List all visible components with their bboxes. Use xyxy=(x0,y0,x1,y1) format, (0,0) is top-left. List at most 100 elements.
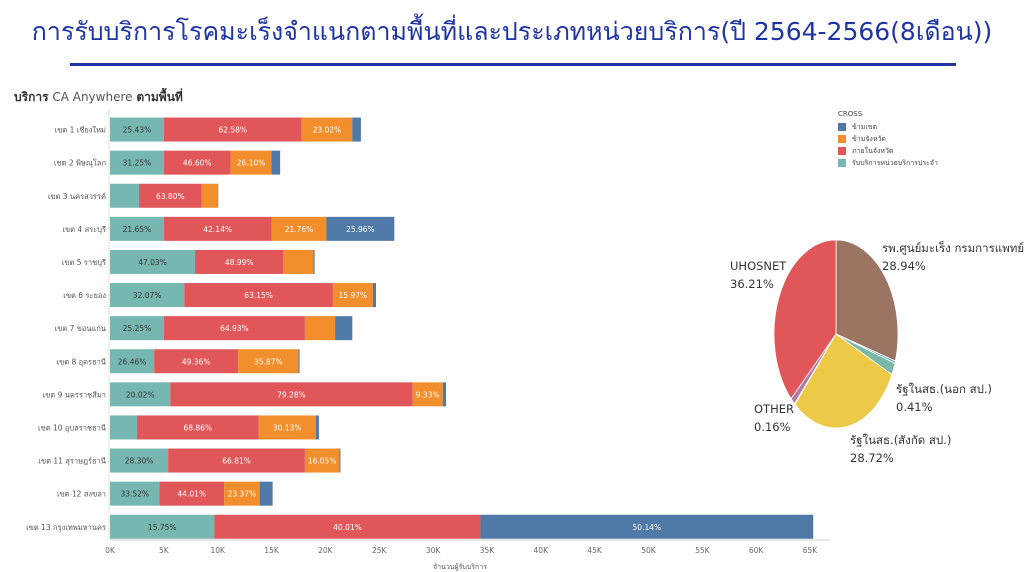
x-tick-label: 55K xyxy=(695,546,711,555)
chart-heading-bold: บริการ xyxy=(14,90,49,104)
bar-segment xyxy=(283,249,314,274)
data-label: 68.86% xyxy=(183,423,212,432)
data-label: 50.14% xyxy=(633,523,662,532)
category-label: เขต 2 พิษณุโลก xyxy=(54,159,106,168)
legend-swatch xyxy=(838,147,846,155)
bar-segment xyxy=(168,448,305,473)
category-label: เขต 6 ระยอง xyxy=(63,291,106,300)
pie-slice-name: รพ.ศูนย์มะเร็ง กรมการแพทย์ xyxy=(882,240,1024,255)
legend-swatch xyxy=(838,123,846,131)
pie-slice-percent: 28.72% xyxy=(850,451,894,465)
data-label: 62.58% xyxy=(218,126,247,135)
bar-segment xyxy=(110,316,164,341)
bar-segment xyxy=(230,150,272,175)
bar-segment xyxy=(442,382,446,407)
legend-item: ภายในจังหวัด xyxy=(838,145,988,157)
bar-segment xyxy=(159,481,225,506)
x-tick-label: 10K xyxy=(210,546,226,555)
legend-items: ข้ามเขต ข้ามจังหวัด ภายในจังหวัดรับบริการห… xyxy=(838,121,988,169)
x-tick-label: 20K xyxy=(318,546,334,555)
data-label: 40.01% xyxy=(333,523,362,532)
bar-segment xyxy=(352,117,361,142)
data-label: 21.65% xyxy=(123,225,152,234)
legend-label: ภายในจังหวัด xyxy=(852,146,894,155)
x-tick-label: 15K xyxy=(264,546,280,555)
bar-segment xyxy=(298,349,300,374)
bar-segment xyxy=(110,283,185,308)
category-label: เขต 4 สระบุรี xyxy=(62,225,106,234)
legend-item: รับบริการหน่วยบริการประจำ xyxy=(838,157,988,169)
bar-segment xyxy=(110,150,164,175)
bar-segment xyxy=(339,448,341,473)
bar-segment xyxy=(110,117,164,142)
x-tick-label: 60K xyxy=(749,546,765,555)
data-label: 15.97% xyxy=(339,291,368,300)
data-label: 25.43% xyxy=(123,126,152,135)
legend-title: CROSS xyxy=(838,110,863,118)
x-tick-label: 35K xyxy=(480,546,496,555)
bar-segment xyxy=(217,183,219,208)
page-title: การรับบริการโรคมะเร็งจำแนกตามพื้นที่และป… xyxy=(31,17,993,46)
data-label: 16.05% xyxy=(308,457,337,466)
x-tick-label: 50K xyxy=(641,546,657,555)
data-label: 31.25% xyxy=(123,159,152,168)
category-label: เขต 11 สุราษฎร์ธานี xyxy=(38,457,106,466)
bar-segment xyxy=(170,382,413,407)
data-label: 23.02% xyxy=(313,126,342,135)
category-label: เขต 10 อุบลราชธานี xyxy=(38,423,106,432)
legend-item: ข้ามจังหวัด xyxy=(838,133,988,145)
bar-segment xyxy=(313,249,315,274)
category-label: เขต 1 เชียงใหม่ xyxy=(55,126,106,135)
bar-segment xyxy=(326,216,395,241)
bar-segment xyxy=(139,183,202,208)
data-label: 66.81% xyxy=(222,457,251,466)
bar-segment xyxy=(259,481,273,506)
data-label: 79.28% xyxy=(277,390,306,399)
bar-segment xyxy=(163,117,302,142)
legend-swatch xyxy=(838,135,846,143)
data-label: 26.46% xyxy=(118,357,147,366)
bar-segment xyxy=(110,183,140,208)
x-axis-title: จำนวนผู้รับบริการ xyxy=(433,563,487,571)
x-tick-label: 0K xyxy=(105,546,116,555)
pie-slice-percent: 36.21% xyxy=(730,277,774,291)
bar-segment xyxy=(110,514,215,539)
category-label: เขต 3 นครสวรรค์ xyxy=(48,192,106,201)
bar-segment xyxy=(214,514,481,539)
bar-segment xyxy=(195,249,284,274)
bar-segment xyxy=(412,382,443,407)
pie-slice-name: รัฐในสธ.(นอก สป.) xyxy=(896,382,992,396)
data-label: 44.01% xyxy=(178,490,207,499)
bar-segment xyxy=(163,216,272,241)
bar-segment xyxy=(271,216,327,241)
data-label: 21.76% xyxy=(285,225,314,234)
bar-segment xyxy=(110,216,164,241)
title-divider xyxy=(70,63,956,66)
chart-heading-accent: CA Anywhere xyxy=(52,90,133,104)
bar-segment xyxy=(301,117,353,142)
bar-segment xyxy=(480,514,814,539)
bar-segment xyxy=(110,249,196,274)
bar-segment xyxy=(184,283,333,308)
data-label: 47.03% xyxy=(138,258,167,267)
legend-swatch xyxy=(838,159,846,167)
category-label: เขต 12 สงขลา xyxy=(57,490,106,499)
x-tick-label: 65K xyxy=(803,546,819,555)
pie-slice xyxy=(773,239,837,400)
chart-heading-rest: ตามพื้นที่ xyxy=(136,90,183,104)
legend-item: ข้ามเขต xyxy=(838,121,988,133)
category-label: เขต 9 นครราชสีมา xyxy=(43,390,106,399)
bar-segment xyxy=(335,316,353,341)
data-label: 46.60% xyxy=(183,159,212,168)
data-label: 35.87% xyxy=(254,357,283,366)
pie-slice-name: OTHER xyxy=(754,402,794,416)
bar-segment xyxy=(110,481,160,506)
bar-segment xyxy=(201,183,218,208)
data-label: 30.13% xyxy=(273,423,302,432)
pie-slice-name: UHOSNET xyxy=(730,259,787,273)
category-label: เขต 7 ขอนแก่น xyxy=(55,324,106,333)
x-tick-label: 45K xyxy=(587,546,603,555)
data-label: 48.99% xyxy=(225,258,254,267)
bar-segment xyxy=(304,448,340,473)
